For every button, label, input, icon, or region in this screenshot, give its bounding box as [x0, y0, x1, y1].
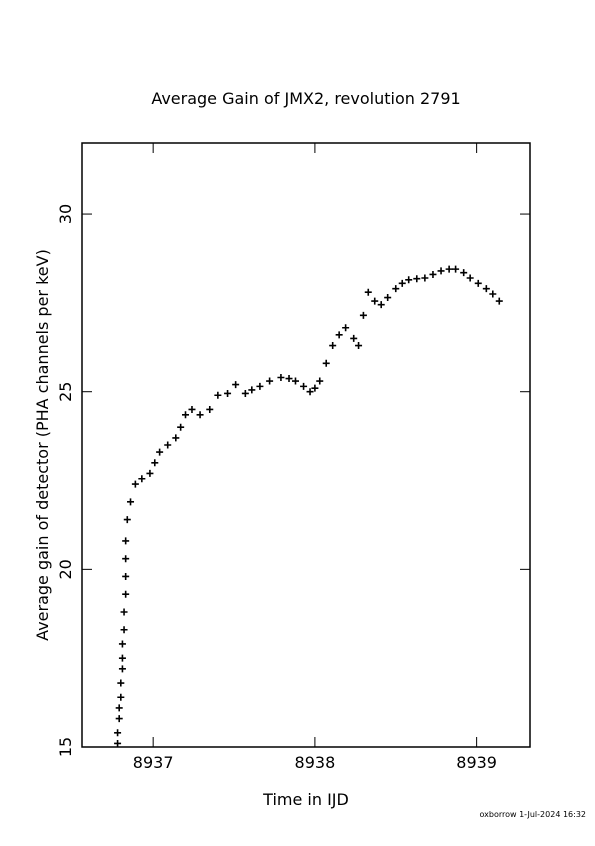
- data-point: [452, 265, 460, 273]
- data-point: [350, 334, 358, 342]
- data-point: [122, 572, 130, 580]
- data-point: [364, 288, 372, 296]
- data-point: [266, 377, 274, 385]
- data-point: [232, 381, 240, 389]
- y-axis-label: Average gain of detector (PHA channels p…: [33, 249, 52, 641]
- data-point: [437, 267, 445, 275]
- data-point: [371, 297, 379, 305]
- data-point: [413, 275, 421, 283]
- data-point: [115, 715, 123, 723]
- data-point: [291, 377, 299, 385]
- y-tick-label: 15: [56, 737, 75, 757]
- data-point: [146, 469, 154, 477]
- data-point: [188, 405, 196, 413]
- data-point: [214, 391, 222, 399]
- y-tick-label: 25: [56, 382, 75, 402]
- data-point: [248, 386, 256, 394]
- data-point: [122, 555, 130, 563]
- data-point: [196, 411, 204, 419]
- data-point: [172, 434, 180, 442]
- data-point: [355, 342, 363, 350]
- data-point: [429, 270, 437, 278]
- data-point: [122, 590, 130, 598]
- data-point: [359, 311, 367, 319]
- data-point: [335, 331, 343, 339]
- data-point: [138, 475, 146, 483]
- data-point: [117, 693, 125, 701]
- data-point: [114, 739, 122, 747]
- chart-title: Average Gain of JMX2, revolution 2791: [151, 89, 460, 108]
- data-point: [311, 384, 319, 392]
- data-point: [123, 516, 131, 524]
- data-point: [285, 375, 293, 383]
- footer: oxborrow 1-Jul-2024 16:32: [479, 810, 586, 819]
- data-point: [316, 377, 324, 385]
- data-point: [117, 679, 125, 687]
- data-point: [405, 276, 413, 284]
- data-point: [495, 297, 503, 305]
- data-point: [177, 423, 185, 431]
- data-point: [164, 441, 172, 449]
- data-point: [118, 654, 126, 662]
- data-point: [445, 265, 453, 273]
- data-point: [474, 279, 482, 287]
- data-point: [120, 626, 128, 634]
- data-point: [398, 279, 406, 287]
- data-point: [151, 459, 159, 467]
- data-point: [342, 324, 350, 332]
- data-point: [122, 537, 130, 545]
- data-point: [306, 388, 314, 396]
- data-point: [322, 359, 330, 367]
- data-point: [156, 448, 164, 456]
- data-point: [489, 290, 497, 298]
- data-point: [460, 269, 468, 277]
- data-point: [256, 382, 264, 390]
- x-tick-label: 8939: [456, 753, 497, 772]
- data-point: [224, 389, 232, 397]
- data-point: [384, 294, 392, 302]
- y-tick-label: 20: [56, 559, 75, 579]
- data-point: [127, 498, 135, 506]
- data-point: [277, 373, 285, 381]
- data-point: [182, 411, 190, 419]
- data-point: [300, 382, 308, 390]
- data-point: [421, 274, 429, 282]
- x-tick-label: 8938: [295, 753, 336, 772]
- data-point: [241, 389, 249, 397]
- data-point: [206, 405, 214, 413]
- y-tick-label: 30: [56, 204, 75, 224]
- plot-frame: [81, 142, 531, 748]
- data-point: [120, 608, 128, 616]
- data-point: [482, 285, 490, 293]
- data-point: [115, 704, 123, 712]
- data-point: [466, 274, 474, 282]
- data-point: [118, 640, 126, 648]
- data-point: [377, 301, 385, 309]
- data-point: [392, 285, 400, 293]
- data-point: [131, 480, 139, 488]
- data-point: [114, 729, 122, 737]
- data-point: [118, 665, 126, 673]
- data-point: [329, 342, 337, 350]
- x-tick-label: 8937: [133, 753, 174, 772]
- x-axis-label: Time in IJD: [262, 790, 349, 809]
